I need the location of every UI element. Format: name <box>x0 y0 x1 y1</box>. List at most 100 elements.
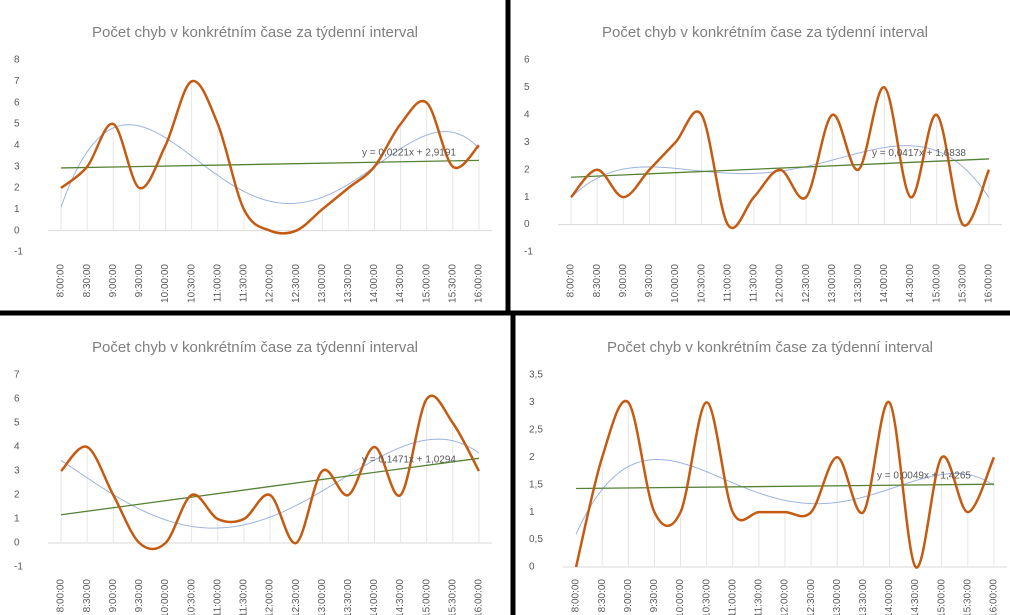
x-tick-label: 9:00:00 <box>618 264 629 298</box>
x-tick-label: 11:30:00 <box>749 264 760 303</box>
y-tick-label: 1 <box>14 514 20 525</box>
x-tick-label: 8:00:00 <box>571 579 582 613</box>
x-tick-label: 15:00:00 <box>931 264 942 303</box>
x-tick-label: 11:30:00 <box>239 264 250 303</box>
x-tick-label: 14:00:00 <box>369 264 380 303</box>
x-tick-label: 12:30:00 <box>801 264 812 303</box>
x-tick-label: 12:30:00 <box>291 579 302 615</box>
trendline-label: y = 0,1471x + 1,0294 <box>362 455 456 466</box>
x-tick-label: 9:30:00 <box>649 579 660 613</box>
trendline-label: y = 0,0417x + 1,6838 <box>872 148 966 159</box>
x-tick-label: 10:00:00 <box>160 579 171 615</box>
series-line <box>60 394 481 551</box>
y-tick-label: 2 <box>14 490 20 501</box>
x-tick-label: 10:30:00 <box>186 264 197 303</box>
chart-title: Počet chyb v konkrétním čase za týdenní … <box>92 339 418 356</box>
x-tick-label: 15:30:00 <box>447 579 458 615</box>
x-tick-label: 8:30:00 <box>597 579 608 613</box>
x-tick-label: 14:30:00 <box>905 264 916 303</box>
x-tick-label: 8:00:00 <box>566 264 577 298</box>
y-tick-label: 3 <box>14 466 20 477</box>
chart-panel: Počet chyb v konkrétním čase za týdenní … <box>524 24 1002 303</box>
y-tick-label: -1 <box>524 247 533 258</box>
x-tick-label: 11:00:00 <box>727 579 738 615</box>
x-tick-label: 13:30:00 <box>858 579 869 615</box>
x-tick-label: 10:00:00 <box>670 264 681 303</box>
y-tick-label: 2 <box>14 183 20 194</box>
x-tick-label: 15:30:00 <box>447 264 458 303</box>
y-tick-label: 3,5 <box>529 370 543 381</box>
y-tick-label: 7 <box>14 76 20 87</box>
y-tick-label: -1 <box>14 562 23 573</box>
series-line <box>60 80 480 235</box>
y-tick-label: 0 <box>524 219 530 230</box>
x-tick-label: 8:30:00 <box>82 264 93 298</box>
y-tick-label: -1 <box>14 247 23 258</box>
x-tick-label: 11:00:00 <box>212 264 223 303</box>
y-tick-label: 3 <box>14 161 20 172</box>
x-tick-label: 11:30:00 <box>754 579 765 615</box>
poly-trendline <box>575 459 995 535</box>
poly-trendline <box>60 438 480 529</box>
x-tick-label: 10:30:00 <box>701 579 712 615</box>
x-tick-label: 8:00:00 <box>56 579 67 613</box>
linear-trendline <box>571 158 989 178</box>
x-tick-label: 14:00:00 <box>879 264 890 303</box>
series-line <box>570 86 991 229</box>
poly-trendline <box>60 124 480 208</box>
x-tick-label: 13:30:00 <box>343 264 354 303</box>
y-tick-label: 4 <box>524 109 530 120</box>
x-tick-label: 12:30:00 <box>806 579 817 615</box>
x-tick-label: 15:30:00 <box>962 579 973 615</box>
y-tick-label: 2 <box>529 452 535 463</box>
y-tick-label: 8 <box>14 55 20 66</box>
trendline-label: y = 0,0049x + 1,4265 <box>877 471 971 482</box>
x-tick-label: 15:00:00 <box>421 579 432 615</box>
y-tick-label: 6 <box>14 97 20 108</box>
x-tick-label: 13:00:00 <box>832 579 843 615</box>
x-tick-label: 13:30:00 <box>343 579 354 615</box>
x-tick-label: 15:00:00 <box>936 579 947 615</box>
x-tick-label: 8:30:00 <box>592 264 603 298</box>
x-tick-label: 12:00:00 <box>265 264 276 303</box>
x-tick-label: 11:00:00 <box>212 579 223 615</box>
chart-title: Počet chyb v konkrétním čase za týdenní … <box>92 24 418 41</box>
series-line <box>574 399 996 569</box>
x-tick-label: 15:30:00 <box>957 264 968 303</box>
x-tick-label: 10:00:00 <box>675 579 686 615</box>
x-tick-label: 12:00:00 <box>775 264 786 303</box>
x-tick-label: 14:00:00 <box>884 579 895 615</box>
chart-panel: Počet chyb v konkrétním čase za týdenní … <box>14 339 492 615</box>
x-tick-label: 14:30:00 <box>395 579 406 615</box>
x-tick-label: 14:00:00 <box>369 579 380 615</box>
x-tick-label: 16:00:00 <box>984 264 995 303</box>
x-tick-label: 9:00:00 <box>623 579 634 613</box>
y-tick-label: 2 <box>524 164 530 175</box>
x-tick-label: 15:00:00 <box>421 264 432 303</box>
y-tick-label: 4 <box>14 140 20 151</box>
y-tick-label: 0 <box>14 538 20 549</box>
x-tick-label: 14:30:00 <box>910 579 921 615</box>
linear-trendline <box>576 483 994 490</box>
x-tick-label: 9:00:00 <box>108 579 119 613</box>
x-tick-label: 8:00:00 <box>56 264 67 298</box>
y-tick-label: 4 <box>14 442 20 453</box>
x-tick-label: 13:00:00 <box>317 264 328 303</box>
y-tick-label: 1,5 <box>529 479 543 490</box>
poly-trendline <box>570 145 990 199</box>
y-tick-label: 2,5 <box>529 424 543 435</box>
y-tick-label: 1 <box>524 192 530 203</box>
x-tick-label: 12:00:00 <box>780 579 791 615</box>
y-tick-label: 5 <box>524 82 530 93</box>
x-tick-label: 10:30:00 <box>186 579 197 615</box>
y-tick-label: 1 <box>529 507 535 518</box>
x-tick-label: 16:00:00 <box>474 579 485 615</box>
x-tick-label: 14:30:00 <box>395 264 406 303</box>
chart-panel: Počet chyb v konkrétním čase za týdenní … <box>529 339 1007 615</box>
x-tick-label: 10:30:00 <box>696 264 707 303</box>
x-tick-label: 9:30:00 <box>644 264 655 298</box>
x-tick-label: 16:00:00 <box>474 264 485 303</box>
y-tick-label: 0 <box>14 225 20 236</box>
x-tick-label: 13:30:00 <box>853 264 864 303</box>
